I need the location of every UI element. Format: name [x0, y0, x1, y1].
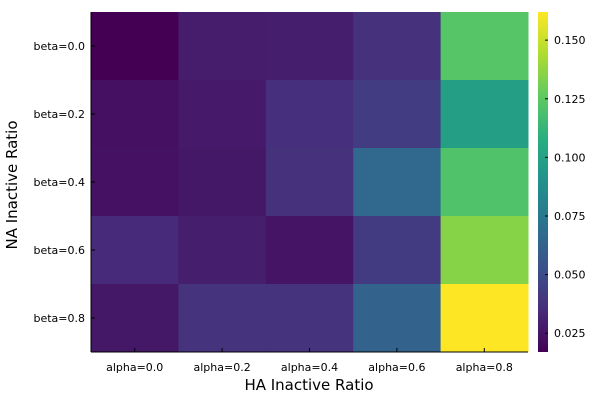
x-tick-label: alpha=0.4: [281, 361, 338, 374]
heatmap-cell: [265, 284, 354, 353]
colorbar-ticks: 0.025 0.050 0.075 0.100 0.125 0.150: [545, 34, 586, 340]
colorbar-gradient: [538, 12, 548, 352]
heatmap-cell: [353, 80, 442, 149]
colorbar: 0.025 0.050 0.075 0.100 0.125 0.150: [538, 12, 586, 352]
heatmap-cell: [91, 284, 179, 353]
heatmap-cell: [178, 148, 267, 217]
heatmap-cell: [91, 148, 179, 217]
x-axis-label: HA Inactive Ratio: [244, 376, 373, 394]
heatmap-cell: [91, 12, 179, 81]
y-tick-label: beta=0.2: [33, 108, 85, 121]
heatmap-cell: [265, 80, 354, 149]
x-tick-label: alpha=0.6: [368, 361, 425, 374]
y-tick-label: beta=0.0: [33, 40, 85, 53]
colorbar-tick-label: 0.150: [554, 34, 586, 47]
y-tick-label: beta=0.4: [33, 176, 85, 189]
y-axis-label: NA Inactive Ratio: [3, 120, 21, 249]
y-tick-labels: beta=0.0 beta=0.2 beta=0.4 beta=0.6 beta=0.8: [33, 40, 95, 325]
heatmap-cell: [178, 12, 267, 81]
heatmap-cell: [440, 284, 529, 353]
colorbar-tick-label: 0.100: [554, 151, 586, 164]
heatmap-cell: [353, 148, 442, 217]
heatmap-cell: [265, 148, 354, 217]
heatmap-cell: [440, 216, 529, 285]
heatmap-cell: [440, 80, 529, 149]
colorbar-tick-label: 0.075: [554, 210, 586, 223]
heatmap-cell: [353, 216, 442, 285]
heatmap-cell: [440, 12, 529, 81]
heatmap-cell: [353, 12, 442, 81]
colorbar-tick-label: 0.125: [554, 93, 586, 106]
y-tick-label: beta=0.6: [33, 244, 85, 257]
x-tick-label: alpha=0.0: [106, 361, 163, 374]
colorbar-tick-label: 0.025: [554, 327, 586, 340]
heatmap-cell: [91, 216, 179, 285]
heatmap-cells: [91, 12, 529, 353]
heatmap-cell: [353, 284, 442, 353]
y-tick-label: beta=0.8: [33, 312, 85, 325]
heatmap-cell: [178, 284, 267, 353]
heatmap-cell: [265, 12, 354, 81]
x-tick-labels: alpha=0.0 alpha=0.2 alpha=0.4 alpha=0.6 alph…: [106, 348, 513, 374]
heatmap-cell: [265, 216, 354, 285]
heatmap-cell: [178, 216, 267, 285]
heatmap-cell: [440, 148, 529, 217]
colorbar-tick-label: 0.050: [554, 269, 586, 282]
heatmap-cell: [178, 80, 267, 149]
x-tick-label: alpha=0.2: [193, 361, 250, 374]
x-tick-label: alpha=0.8: [456, 361, 513, 374]
heatmap-cell: [91, 80, 179, 149]
